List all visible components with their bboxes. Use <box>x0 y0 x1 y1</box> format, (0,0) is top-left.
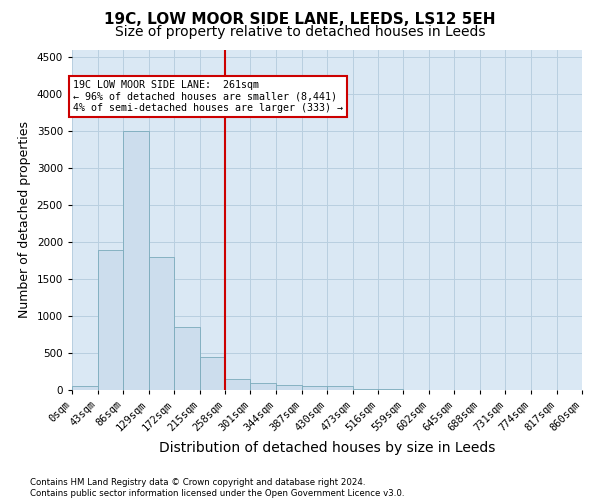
Bar <box>302 386 327 390</box>
Bar <box>97 250 123 390</box>
Bar <box>225 379 251 390</box>
Y-axis label: Number of detached properties: Number of detached properties <box>18 122 31 318</box>
Bar <box>251 382 276 390</box>
Bar <box>327 386 353 390</box>
Bar <box>353 388 378 390</box>
Bar <box>123 132 149 390</box>
Bar <box>276 385 302 390</box>
Bar <box>149 257 174 390</box>
Text: 19C LOW MOOR SIDE LANE:  261sqm
← 96% of detached houses are smaller (8,441)
4% : 19C LOW MOOR SIDE LANE: 261sqm ← 96% of … <box>73 80 343 113</box>
Bar <box>72 386 97 390</box>
Bar <box>174 327 199 390</box>
Text: Contains HM Land Registry data © Crown copyright and database right 2024.
Contai: Contains HM Land Registry data © Crown c… <box>30 478 404 498</box>
Bar <box>199 356 225 390</box>
Text: 19C, LOW MOOR SIDE LANE, LEEDS, LS12 5EH: 19C, LOW MOOR SIDE LANE, LEEDS, LS12 5EH <box>104 12 496 28</box>
Text: Size of property relative to detached houses in Leeds: Size of property relative to detached ho… <box>115 25 485 39</box>
X-axis label: Distribution of detached houses by size in Leeds: Distribution of detached houses by size … <box>159 441 495 455</box>
